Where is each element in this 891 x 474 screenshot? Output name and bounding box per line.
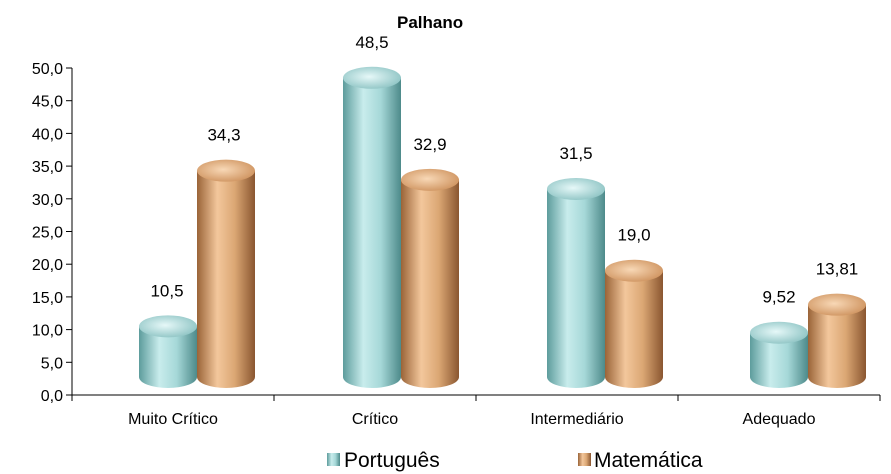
axes: 0,0 5,0 10,0 15,0 20,0 25,0 30,0 35,0 40,0 45,0 50… — [32, 61, 881, 428]
bar-top — [605, 259, 663, 282]
x-tick-label: Crítico — [352, 411, 398, 428]
bar-top — [343, 66, 401, 89]
y-tick-label: 0,0 — [41, 388, 63, 405]
y-tick-label: 45,0 — [32, 94, 63, 111]
y-tick-label: 50,0 — [32, 61, 63, 78]
legend-swatch-portugues — [327, 453, 340, 466]
y-tick-label: 25,0 — [32, 225, 63, 242]
bar — [401, 168, 459, 388]
bars — [139, 66, 866, 388]
legend: Português Matemática — [327, 449, 703, 472]
x-tick-label: Muito Crítico — [128, 411, 218, 428]
bar-top — [547, 177, 605, 200]
bar — [605, 259, 663, 388]
y-tick-label: 15,0 — [32, 290, 63, 307]
bar-body — [547, 188, 605, 388]
y-tick-label: 35,0 — [32, 159, 63, 176]
data-label: 31,5 — [559, 144, 592, 163]
data-label: 19,0 — [617, 226, 650, 245]
bar-top — [197, 159, 255, 182]
data-label: 48,5 — [355, 33, 388, 52]
bar-body — [750, 332, 808, 388]
bar-body — [401, 179, 459, 388]
legend-label-portugues: Português — [344, 449, 440, 472]
bar — [547, 177, 605, 388]
y-tick-label: 20,0 — [32, 257, 63, 274]
data-labels: 10,5 48,5 31,5 9,52 34,3 32,9 19,0 13,81 — [150, 33, 858, 307]
data-label: 32,9 — [413, 135, 446, 154]
data-label: 9,52 — [762, 288, 795, 307]
bar-top — [401, 168, 459, 191]
y-tick-label: 10,0 — [32, 323, 63, 340]
x-tick-label: Intermediário — [530, 411, 623, 428]
y-tick-label: 5,0 — [41, 355, 63, 372]
x-tick-label: Adequado — [743, 411, 816, 428]
bar — [343, 66, 401, 388]
bar-body — [605, 270, 663, 388]
y-tick-label: 40,0 — [32, 126, 63, 143]
legend-swatch-matematica — [578, 453, 591, 466]
bar-top — [808, 293, 866, 316]
data-label: 34,3 — [207, 126, 240, 145]
bar-top — [139, 315, 197, 338]
chart-title: Palhano — [397, 13, 463, 32]
data-label: 13,81 — [816, 260, 859, 279]
bar-body — [343, 77, 401, 388]
bar — [808, 293, 866, 388]
bar-body — [808, 304, 866, 388]
bar — [139, 315, 197, 388]
data-label: 10,5 — [150, 281, 183, 300]
bar-body — [139, 326, 197, 388]
legend-item-matematica: Matemática — [578, 449, 703, 472]
legend-label-matematica: Matemática — [594, 449, 703, 472]
y-tick-label: 30,0 — [32, 192, 63, 209]
bar — [750, 321, 808, 388]
bar-top — [750, 321, 808, 344]
bar — [197, 159, 255, 388]
legend-item-portugues: Português — [327, 449, 440, 472]
bar-body — [197, 170, 255, 388]
